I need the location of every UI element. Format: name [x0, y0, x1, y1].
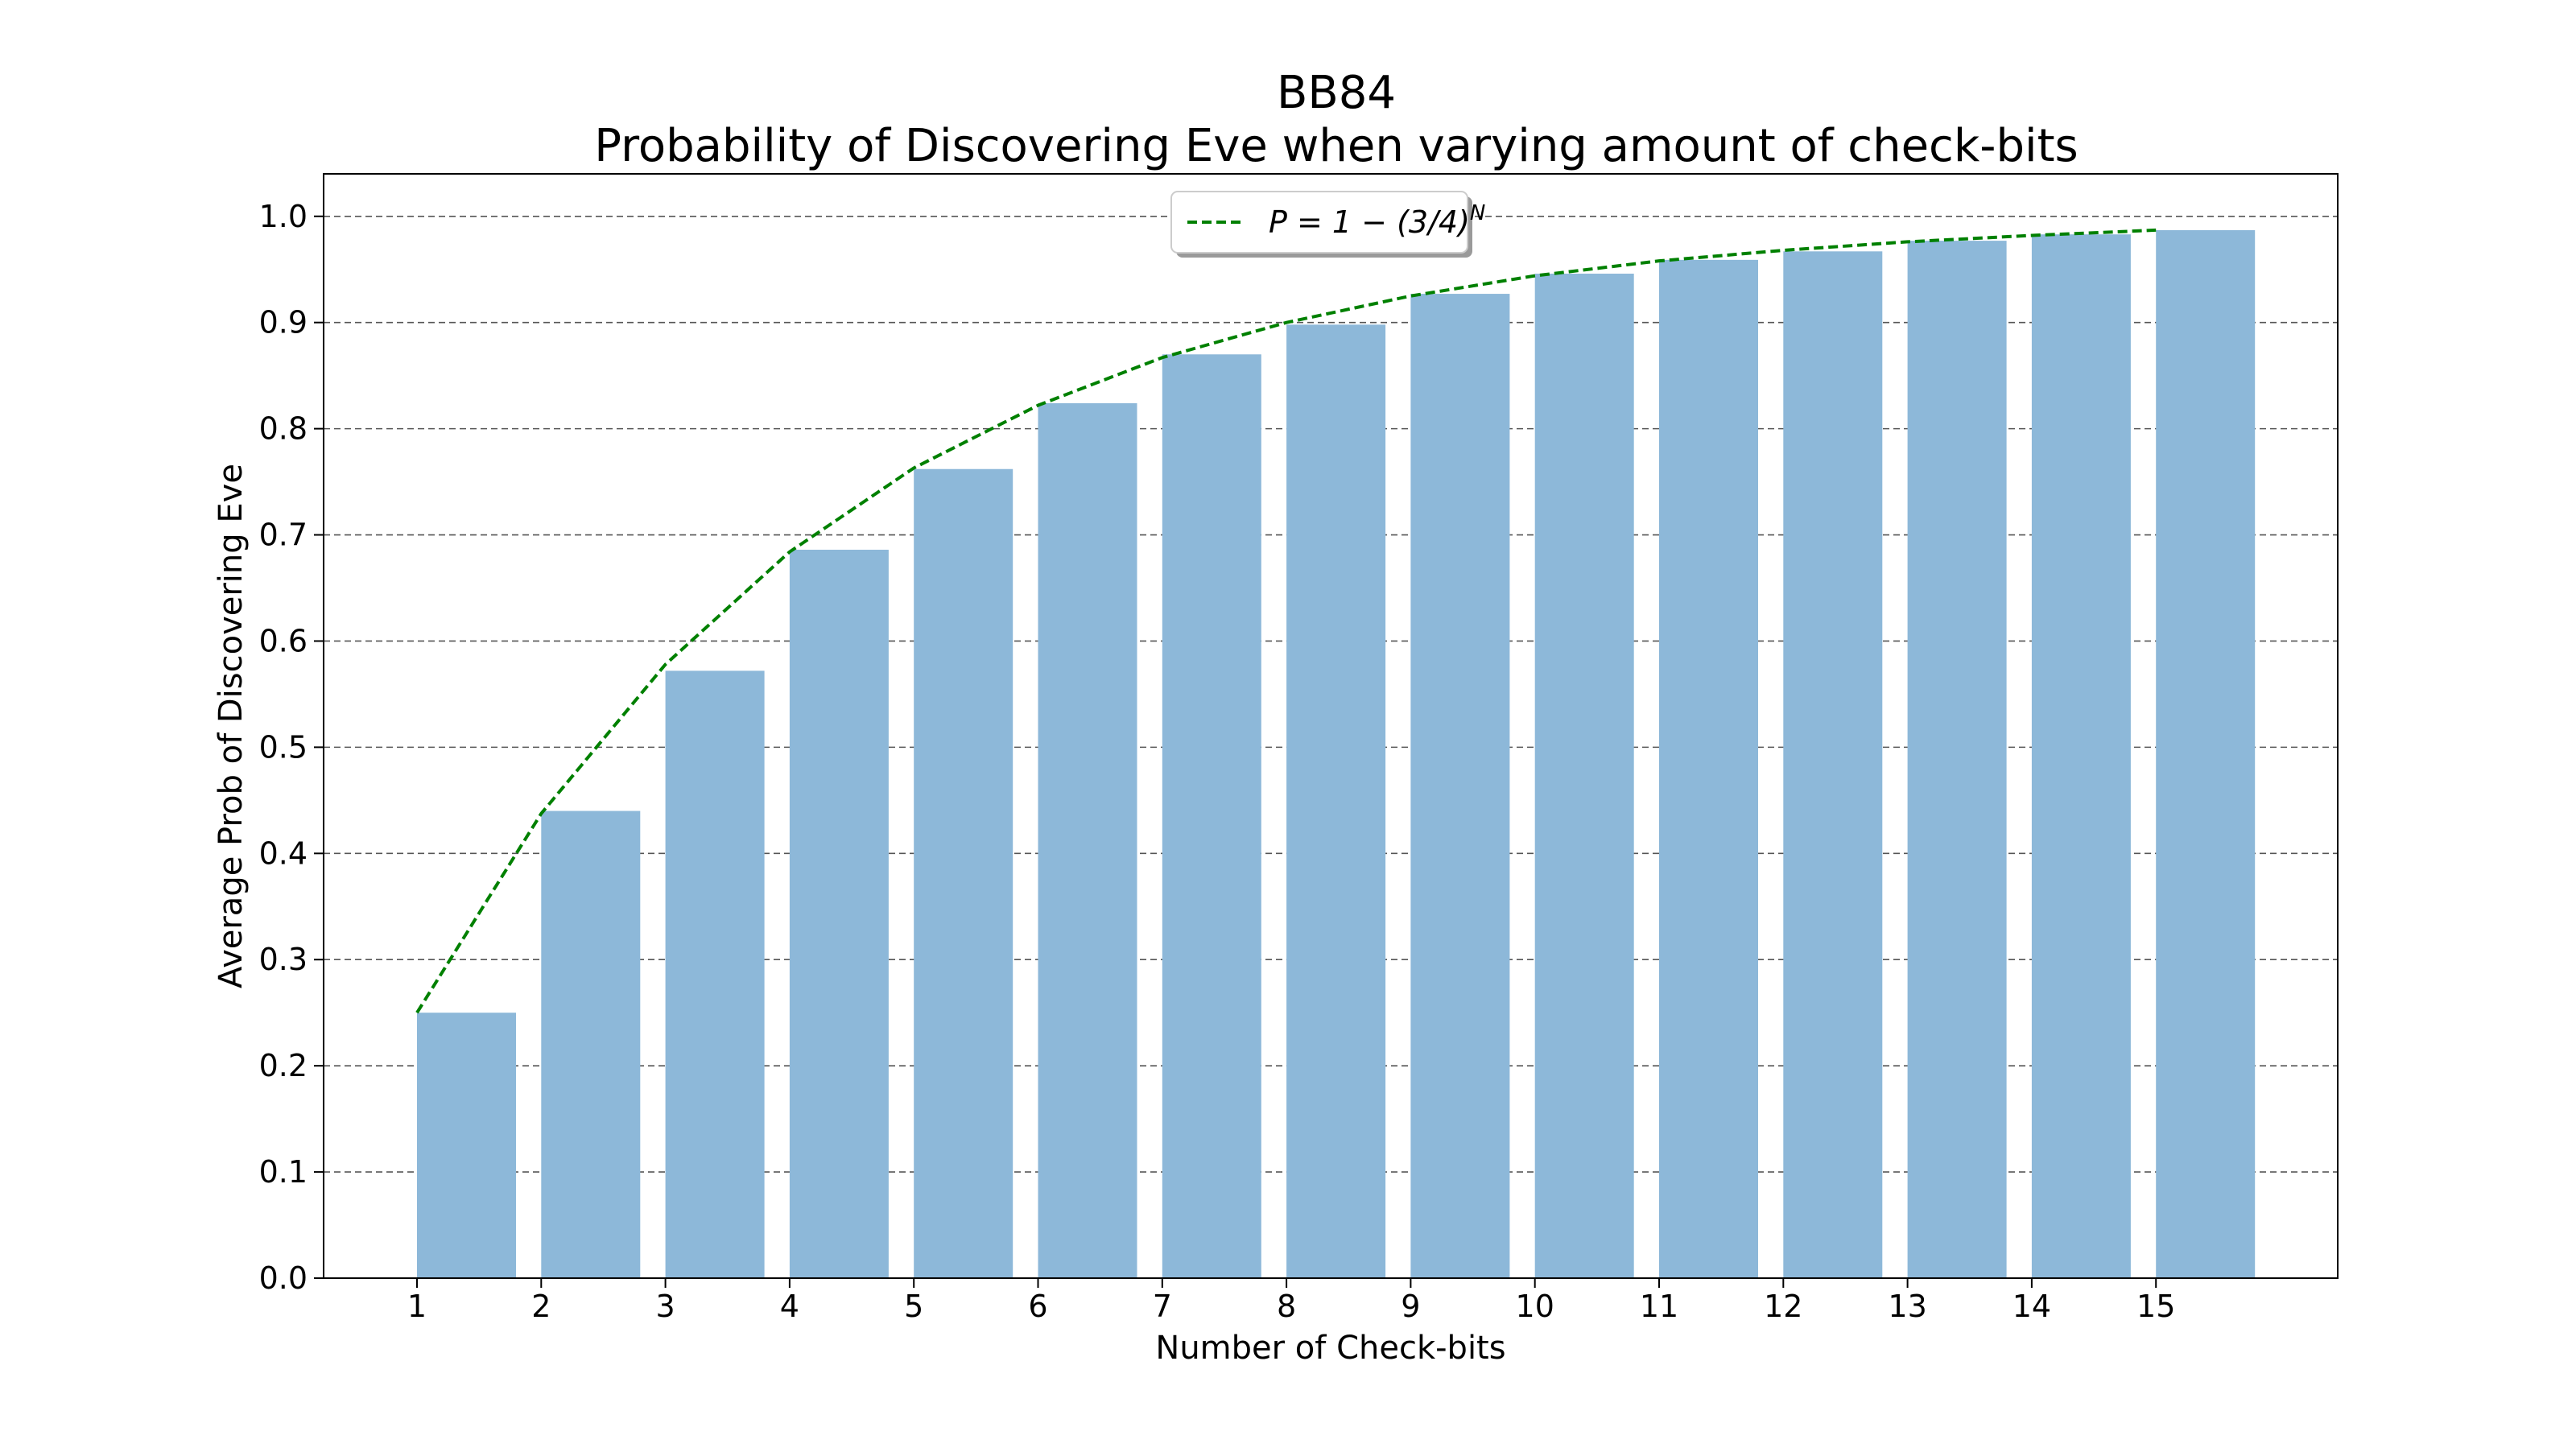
x-tick-label: 2	[531, 1289, 551, 1324]
x-tick-label: 6	[1028, 1289, 1047, 1324]
y-tick-label: 0.6	[259, 623, 308, 658]
bar	[1286, 324, 1386, 1278]
y-tick-label: 0.0	[259, 1260, 308, 1296]
bar	[665, 670, 765, 1278]
x-tick-label: 8	[1277, 1289, 1296, 1324]
bar	[1659, 259, 1758, 1279]
legend-label-superscript: N	[1470, 201, 1485, 225]
bar	[1038, 402, 1137, 1278]
series-line	[415, 228, 2157, 1014]
x-tick-label: 9	[1401, 1289, 1420, 1324]
y-axis-label: Average Prob of Discovering Eve	[213, 464, 250, 988]
bar	[417, 1013, 516, 1278]
x-tick-label: 14	[2013, 1289, 2051, 1324]
y-tick-label: 1.0	[259, 199, 308, 234]
y-tick-label: 0.8	[259, 411, 308, 447]
y-tick-label: 0.4	[259, 835, 308, 871]
bar	[1534, 274, 1634, 1278]
y-tick-label: 0.3	[259, 942, 308, 977]
y-tick-label: 0.5	[259, 729, 308, 765]
bar	[1783, 251, 1883, 1278]
x-tick-label: 3	[656, 1289, 675, 1324]
bar	[1410, 294, 1510, 1278]
legend-label: P = 1 − (3/4)N	[1269, 201, 1485, 240]
theory-line	[415, 228, 2157, 1014]
plot-frame	[323, 173, 2339, 1279]
legend: P = 1 − (3/4)N	[1170, 191, 1485, 258]
x-axis-ticks: 1 2 3 4 5 6 7 8 9 10 11 12 13 14 15	[407, 1278, 2175, 1324]
x-tick-label: 13	[1888, 1289, 1926, 1324]
legend-box	[1170, 191, 1468, 254]
x-tick-label: 10	[1516, 1289, 1554, 1324]
bar	[541, 811, 641, 1278]
bar	[914, 468, 1013, 1278]
y-tick-label: 0.7	[259, 518, 308, 553]
y-tick-label: 0.2	[259, 1048, 308, 1083]
bar	[2031, 234, 2131, 1278]
bar	[1162, 354, 1261, 1278]
x-tick-label: 4	[780, 1289, 799, 1324]
y-tick-label: 0.9	[259, 305, 308, 340]
bars	[417, 229, 2256, 1279]
bar	[2156, 229, 2256, 1279]
legend-label-main: P = 1 − (3/4)	[1269, 204, 1470, 240]
bar	[1907, 241, 2007, 1278]
chart-title-line1: BB84	[1277, 67, 1396, 119]
x-tick-label: 12	[1764, 1289, 1802, 1324]
bar	[789, 550, 889, 1278]
x-axis-label: Number of Check-bits	[1155, 1330, 1505, 1367]
y-axis-ticks: 0.0 0.1 0.2 0.3 0.4 0.5 0.6 0.7 0.8 0.9 1.0	[259, 199, 324, 1296]
x-tick-label: 11	[1640, 1289, 1678, 1324]
x-tick-label: 7	[1153, 1289, 1172, 1324]
x-tick-label: 5	[904, 1289, 923, 1324]
x-tick-label: 15	[2136, 1289, 2175, 1324]
chart-title-line2: Probability of Discovering Eve when vary…	[594, 120, 2078, 172]
y-tick-label: 0.1	[259, 1154, 308, 1190]
x-tick-label: 1	[407, 1289, 427, 1324]
